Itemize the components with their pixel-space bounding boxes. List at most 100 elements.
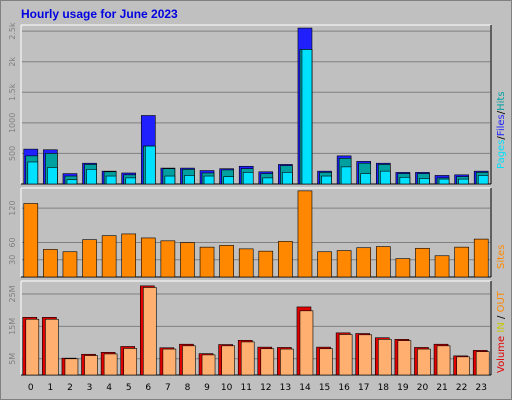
volume-out-bar <box>456 356 470 376</box>
hits-bar <box>223 176 234 185</box>
y-tick-label: 120 <box>8 200 17 215</box>
x-tick-label: 1 <box>48 383 54 393</box>
sites-bar <box>43 249 58 278</box>
x-tick-label: 7 <box>165 383 171 393</box>
x-tick-label: 0 <box>28 383 34 393</box>
y-tick-label: 500 <box>8 146 17 161</box>
volume-out-bar <box>319 348 333 376</box>
x-tick-label: 2 <box>67 383 73 393</box>
sites-bar <box>82 239 97 278</box>
hits-bar <box>27 161 39 185</box>
x-tick-label: 11 <box>240 383 251 393</box>
chart-title: Hourly usage for June 2023 <box>21 7 178 21</box>
x-tick-label: 5 <box>126 383 132 393</box>
volume-legend: Volume IN / OUT <box>496 290 507 373</box>
volume-out-bar <box>142 287 157 376</box>
hits-legend-entry: / <box>496 136 507 140</box>
hits-bar <box>438 178 450 185</box>
x-tick-label: 6 <box>145 383 151 393</box>
sites-bar <box>199 246 215 278</box>
sites-bar <box>395 258 411 278</box>
x-tick-label: 4 <box>106 383 112 393</box>
volume-legend-entry: OUT <box>496 290 507 312</box>
y-tick-label: 15M <box>8 318 17 335</box>
x-tick-label: 19 <box>397 383 409 393</box>
sites-bar <box>219 245 234 278</box>
volume-out-bar <box>103 353 118 376</box>
sites-bar <box>454 246 469 278</box>
hits-bar <box>144 145 156 185</box>
hits-bar <box>66 179 78 185</box>
volume-out-bar <box>358 334 373 376</box>
hits-legend-entry: Files <box>496 114 507 136</box>
volume-out-bar <box>64 358 79 376</box>
y-tick-label: 60 <box>8 237 17 247</box>
sites-bar <box>62 251 78 278</box>
x-tick-label: 3 <box>87 383 93 393</box>
hits-bar <box>399 176 411 185</box>
hits-bar <box>360 173 372 185</box>
sites-bar <box>473 238 489 278</box>
volume-legend-entry: / <box>496 315 507 319</box>
sites-bar <box>356 247 372 278</box>
hits-bar <box>125 177 137 185</box>
sites-bar <box>278 241 293 278</box>
volume-out-bar <box>377 339 392 376</box>
y-tick-label: 2k <box>8 56 17 66</box>
hits-bar <box>242 172 254 185</box>
hits-legend: Pages/Files/Hits <box>496 91 507 169</box>
x-tick-label: 21 <box>436 383 447 393</box>
volume-out-bar <box>182 345 196 376</box>
y-tick-label: 2.5k <box>8 22 17 40</box>
hits-bar <box>477 175 489 185</box>
x-tick-label: 20 <box>417 383 429 393</box>
volume-out-bar <box>84 355 98 376</box>
sites-bar <box>238 248 254 278</box>
x-tick-label: 12 <box>260 383 271 393</box>
volume-out-bar <box>45 318 59 376</box>
y-tick-label: 25M <box>8 285 17 302</box>
x-tick-label: 16 <box>338 383 350 393</box>
y-tick-label: 30 <box>8 255 17 265</box>
hits-bar <box>458 178 469 185</box>
hits-bar <box>47 167 58 185</box>
hits-legend-entry: Pages <box>496 140 507 169</box>
x-tick-label: 8 <box>185 383 191 393</box>
volume-out-bar <box>201 354 216 376</box>
volume-out-bar <box>475 351 490 376</box>
sites-legend: Sites <box>496 245 507 269</box>
sites-bar <box>258 250 274 278</box>
hits-bar <box>105 175 117 185</box>
x-tick-label: 23 <box>475 383 486 393</box>
sites-bar <box>121 233 137 278</box>
volume-out-bar <box>397 340 412 376</box>
hits-bar <box>184 175 195 185</box>
sites-bar <box>101 235 117 278</box>
volume-out-bar <box>260 348 275 376</box>
volume-legend-entry: Volume <box>496 336 507 373</box>
volume-out-bar <box>25 318 40 376</box>
y-tick-label: 1.5k <box>8 83 17 101</box>
hits-bar <box>203 175 215 185</box>
volume-out-bar <box>299 310 314 376</box>
volume-out-bar <box>221 345 235 376</box>
hits-bar <box>301 49 313 185</box>
volume-legend-entry: IN <box>496 322 507 332</box>
volume-out-bar <box>280 348 294 376</box>
y-tick-label: 5M <box>8 353 17 365</box>
hits-legend-entry: / <box>496 110 507 114</box>
volume-out-bar <box>162 348 177 376</box>
sites-legend-entry: Sites <box>496 245 507 269</box>
x-tick-label: 15 <box>319 383 330 393</box>
sites-bar <box>23 203 39 278</box>
volume-out-bar <box>338 334 353 376</box>
hits-bar <box>164 175 176 185</box>
x-tick-label: 10 <box>221 383 233 393</box>
sites-bar <box>375 246 391 278</box>
sites-bar <box>336 250 352 278</box>
hits-bar <box>262 177 274 185</box>
volume-out-bar <box>240 341 255 376</box>
sites-bar <box>180 242 195 278</box>
